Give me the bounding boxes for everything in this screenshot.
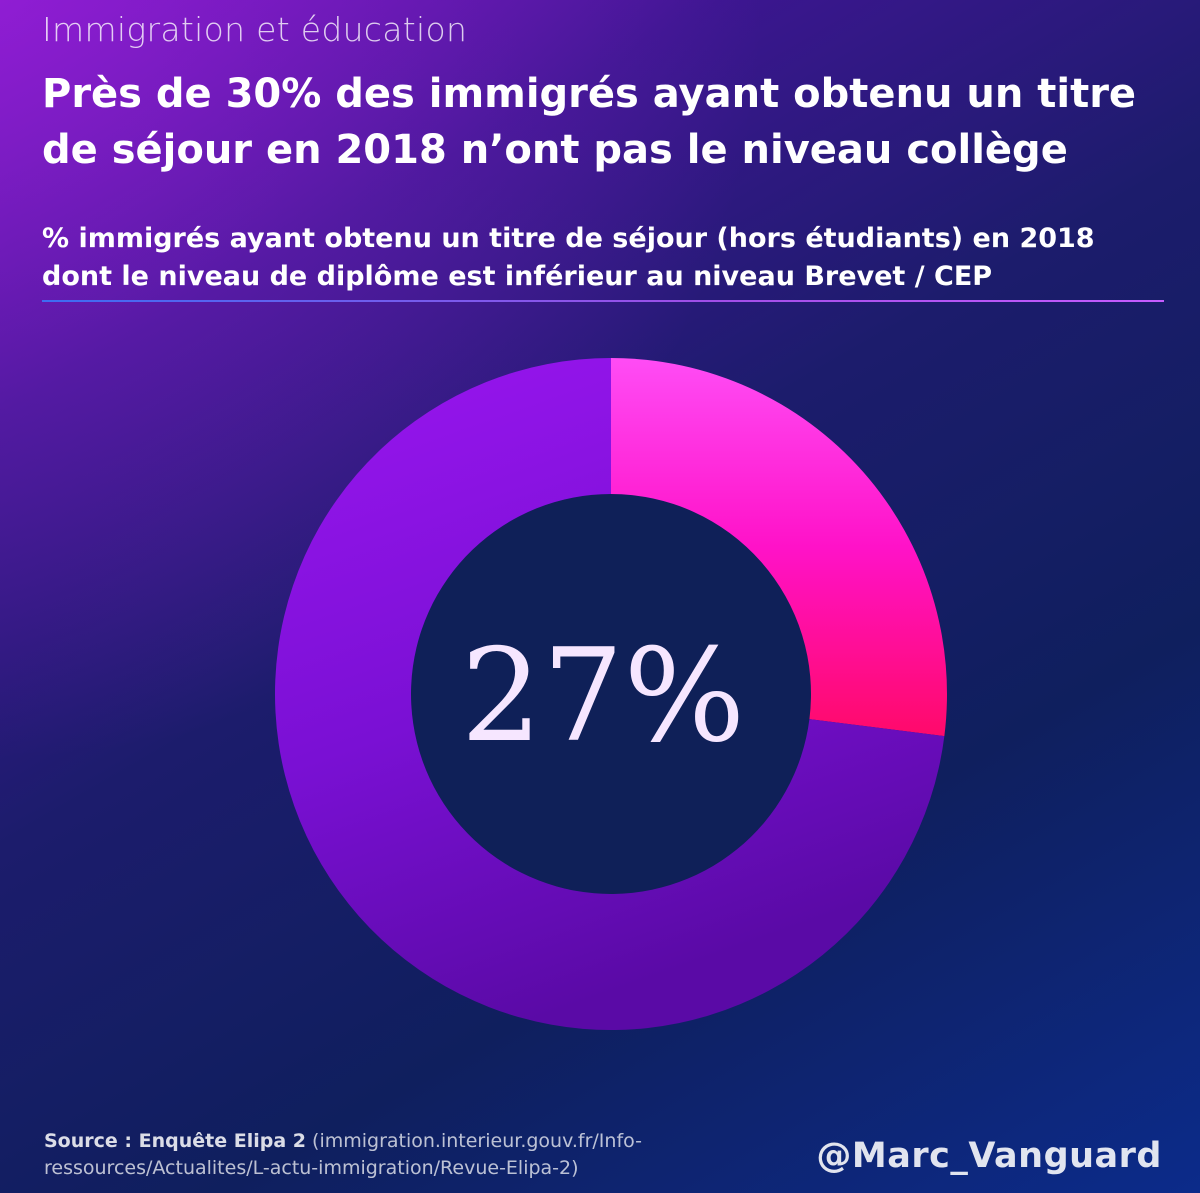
author-handle: @Marc_Vanguard — [816, 1136, 1162, 1176]
page-title: Près de 30% des immigrés ayant obtenu un… — [42, 71, 1137, 173]
divider-line — [42, 300, 1164, 302]
source-note: Source : Enquête Elipa 2 (immigration.in… — [44, 1128, 704, 1182]
source-detail: (immigration.interieur.gouv.fr/Info-ress… — [44, 1130, 642, 1179]
category-label: Immigration et éducation — [42, 10, 468, 49]
donut-slice-highlight — [611, 358, 947, 737]
donut-hole — [411, 494, 811, 894]
donut-center-label: 27% — [461, 622, 746, 771]
donut-slice-remainder — [275, 358, 945, 1030]
chart-subtitle: % immigrés ayant obtenu un titre de séjo… — [42, 223, 1095, 292]
source-label: Source : Enquête Elipa 2 — [44, 1130, 306, 1152]
